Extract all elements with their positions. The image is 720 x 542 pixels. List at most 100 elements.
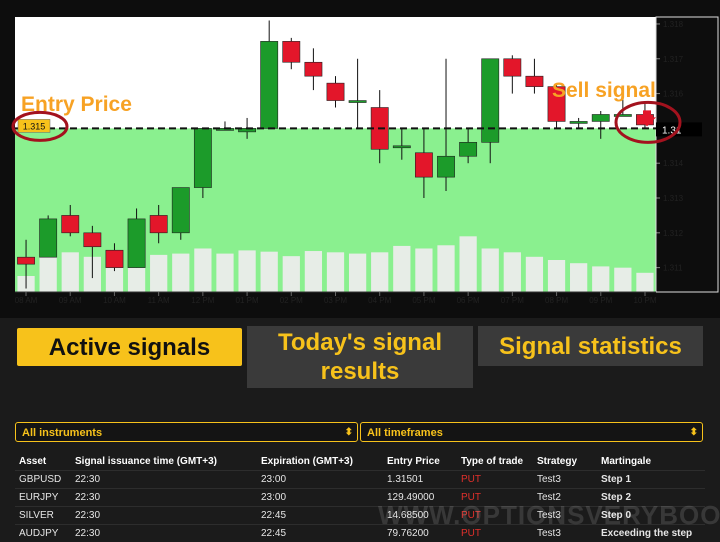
x-tick-label: 11 AM <box>148 296 170 305</box>
x-tick-label: 12 PM <box>191 296 214 305</box>
cell-issuance: 22:30 <box>71 488 257 507</box>
candle-up <box>260 41 279 129</box>
cell-entry-price: 14.68500 <box>383 506 457 525</box>
cell-asset: EURJPY <box>15 488 71 507</box>
cell-type: PUT <box>457 470 533 489</box>
candle-up <box>392 145 411 149</box>
timeframes-select[interactable]: All timeframes ⬍ <box>360 422 703 442</box>
x-tick-label: 09 AM <box>59 296 82 305</box>
candle-up <box>193 128 212 188</box>
timeframes-select-value: All timeframes <box>367 427 443 439</box>
sell-signal-circle <box>614 100 682 144</box>
col-issuance-time: Signal issuance time (GMT+3) <box>75 455 217 467</box>
volume-bar <box>260 251 278 292</box>
cell-issuance: 22:30 <box>71 524 257 542</box>
cell-expiration: 22:45 <box>257 506 383 525</box>
x-tick-label: 01 PM <box>236 296 259 305</box>
candle-down <box>149 215 168 234</box>
candle-up <box>39 218 58 258</box>
cell-strategy: Test2 <box>533 488 597 507</box>
cell-entry-price: 1.31501 <box>383 470 457 489</box>
candle-down <box>525 75 544 87</box>
cell-martingale: Step 1 <box>597 470 705 489</box>
candle-down <box>83 232 102 248</box>
volume-bar <box>172 253 190 292</box>
instruments-select[interactable]: All instruments ⬍ <box>15 422 358 442</box>
candle-down <box>414 152 433 178</box>
volume-bar <box>150 254 168 292</box>
volume-bar <box>570 263 588 292</box>
signal-tabs: Active signals Today's signal results Si… <box>0 326 720 390</box>
filter-bar: All instruments ⬍ All timeframes ⬍ <box>15 422 703 444</box>
x-tick-label: 04 PM <box>368 296 391 305</box>
y-axis-frame <box>655 16 719 293</box>
volume-bar <box>636 272 654 292</box>
cell-expiration: 23:00 <box>257 488 383 507</box>
current-price-label: 1.31 <box>662 125 682 136</box>
instruments-select-value: All instruments <box>22 427 103 439</box>
y-tick-label: 1.317 <box>663 55 684 64</box>
candle-down <box>282 41 301 63</box>
entry-price-circle <box>11 110 69 142</box>
y-tick-label: 1.312 <box>663 229 684 238</box>
table-row[interactable]: AUDJPY 22:30 22:45 79.76200 PUT Test3 Ex… <box>15 524 705 542</box>
y-tick-label: 1.318 <box>663 20 684 29</box>
volume-bar <box>348 253 367 292</box>
entry-price-annotation: Entry Price <box>21 93 132 116</box>
volume-bar <box>194 248 212 292</box>
x-tick-label: 03 PM <box>324 296 347 305</box>
candle-down <box>17 256 35 265</box>
volume-bar <box>503 252 521 292</box>
cell-entry-price: 79.76200 <box>383 524 457 542</box>
tab-signal-statistics[interactable]: Signal statistics <box>478 326 703 366</box>
candle-down <box>547 86 566 122</box>
sell-arrow-icon <box>638 110 656 127</box>
candle-down <box>503 58 522 77</box>
select-arrows-icon: ⬍ <box>344 427 353 438</box>
cell-martingale: Step 2 <box>597 488 705 507</box>
volume-bar <box>61 252 79 292</box>
candle-down <box>105 249 124 268</box>
signals-table: Asset Signal issuance time (GMT+3) Expir… <box>15 452 705 542</box>
cell-asset: AUDJPY <box>15 524 71 542</box>
tab-active-signals[interactable]: Active signals <box>17 328 242 366</box>
volume-bar <box>525 256 544 292</box>
candle-up <box>171 187 190 234</box>
volume-bar <box>304 251 323 292</box>
table-row[interactable]: SILVER 22:30 22:45 14.68500 PUT Test3 St… <box>15 506 705 525</box>
cell-asset: GBPUSD <box>15 470 71 489</box>
cell-issuance: 22:30 <box>71 506 257 525</box>
col-expiration: Expiration (GMT+3) <box>261 455 353 467</box>
cell-expiration: 23:00 <box>257 470 383 489</box>
price-chart-panel: 1.3181.3171.3161.3151.3141.3131.3121.311… <box>0 0 720 318</box>
y-tick-label: 1.314 <box>663 159 684 168</box>
col-strategy: Strategy <box>537 455 578 467</box>
candle-up <box>569 121 588 124</box>
col-martingale: Martingale <box>601 455 652 467</box>
volume-bar <box>216 253 234 292</box>
cell-martingale: Exceeding the step <box>597 524 705 542</box>
candle-down <box>326 82 345 101</box>
col-type: Type of trade <box>461 455 524 467</box>
cell-strategy: Test3 <box>533 524 597 542</box>
volume-bar <box>326 252 345 292</box>
cell-type: PUT <box>457 488 533 507</box>
volume-bar <box>415 248 433 292</box>
watermark: WWW.OPTIONSVERYBOOD.COM <box>378 500 720 530</box>
x-tick-label: 09 PM <box>589 296 612 305</box>
volume-bar <box>393 245 411 292</box>
table-row[interactable]: EURJPY 22:30 23:00 129.49000 PUT Test2 S… <box>15 488 705 507</box>
x-tick-label: 10 AM <box>103 296 126 305</box>
tab-todays-signal-results[interactable]: Today's signal results <box>247 326 473 388</box>
x-tick-label: 08 AM <box>15 296 38 305</box>
col-entry-price: Entry Price <box>387 455 440 467</box>
col-asset: Asset <box>19 455 47 467</box>
cell-expiration: 22:45 <box>257 524 383 542</box>
candle-up <box>459 142 478 157</box>
select-arrows-icon: ⬍ <box>689 427 698 438</box>
x-tick-label: 07 PM <box>501 296 524 305</box>
candle-down <box>61 215 80 234</box>
volume-bar <box>481 248 499 292</box>
table-row[interactable]: GBPUSD 22:30 23:00 1.31501 PUT Test3 Ste… <box>15 470 705 489</box>
candle-up <box>481 58 500 143</box>
